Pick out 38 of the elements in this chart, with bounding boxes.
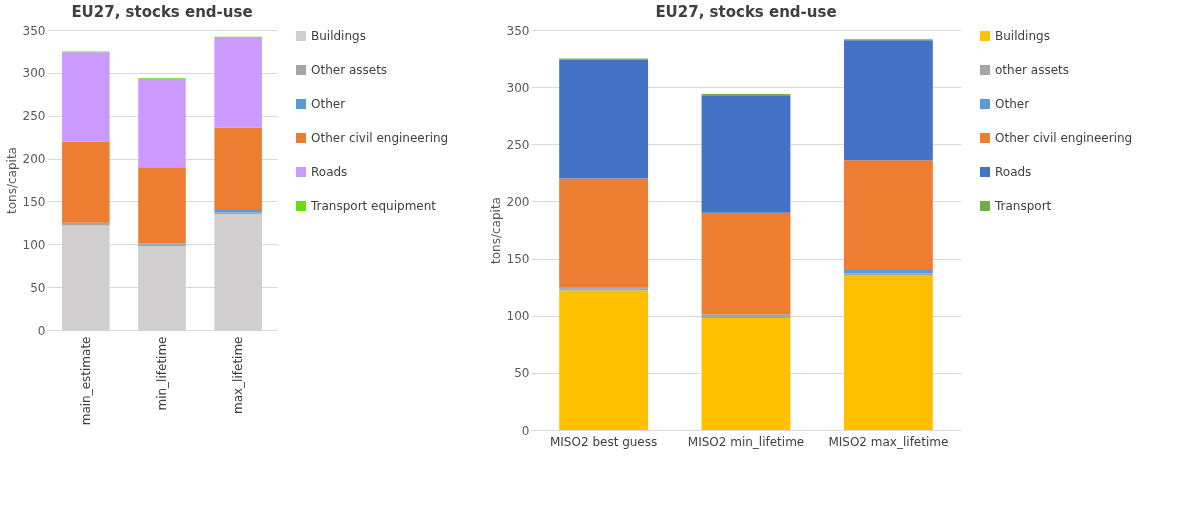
x-tick-label: min_lifetime: [155, 336, 169, 411]
y-tick-label: 350: [506, 23, 530, 38]
legend-label: Other assets: [311, 63, 388, 77]
legend-label: Buildings: [311, 29, 366, 43]
y-tick-label: 300: [506, 80, 530, 95]
chart-title: EU27, stocks end-use: [655, 3, 837, 21]
y-tick-label: 350: [22, 23, 46, 38]
y-tick-label: 100: [22, 237, 46, 252]
legend-label: Other: [995, 97, 1030, 111]
legend-label: Transport: [994, 199, 1052, 213]
x-tick-label: main_estimate: [78, 336, 93, 426]
legend-label: Other civil engineering: [995, 131, 1133, 145]
legend-label: Other: [311, 97, 346, 111]
y-tick-label: 300: [22, 66, 46, 81]
y-tick-label: 150: [22, 194, 46, 209]
y-axis-title: tons/capita: [4, 147, 19, 214]
chart-title: EU27, stocks end-use: [71, 3, 253, 21]
y-tick-label: 0: [521, 423, 530, 438]
legend-label: Roads: [995, 165, 1032, 179]
legend-label: Buildings: [995, 29, 1050, 43]
x-tick-label: MISO2 max_lifetime: [828, 434, 949, 449]
y-tick-label: 100: [506, 309, 530, 324]
legend-label: Transport equipment: [310, 199, 437, 213]
legend-label: Other civil engineering: [311, 131, 449, 145]
x-tick-label: MISO2 best guess: [549, 434, 658, 449]
y-tick-label: 200: [22, 152, 46, 167]
y-tick-label: 0: [37, 323, 46, 338]
x-tick-label: MISO2 min_lifetime: [687, 434, 805, 449]
y-axis-title: tons/capita: [488, 197, 503, 264]
y-tick-label: 50: [514, 366, 530, 381]
y-tick-label: 50: [30, 280, 46, 295]
y-tick-label: 250: [22, 109, 46, 124]
y-tick-label: 150: [506, 252, 530, 267]
x-tick-label: max_lifetime: [231, 336, 246, 415]
y-tick-label: 200: [506, 194, 530, 209]
y-tick-label: 250: [506, 137, 530, 152]
legend-label: other assets: [995, 63, 1069, 77]
legend-label: Roads: [311, 165, 348, 179]
